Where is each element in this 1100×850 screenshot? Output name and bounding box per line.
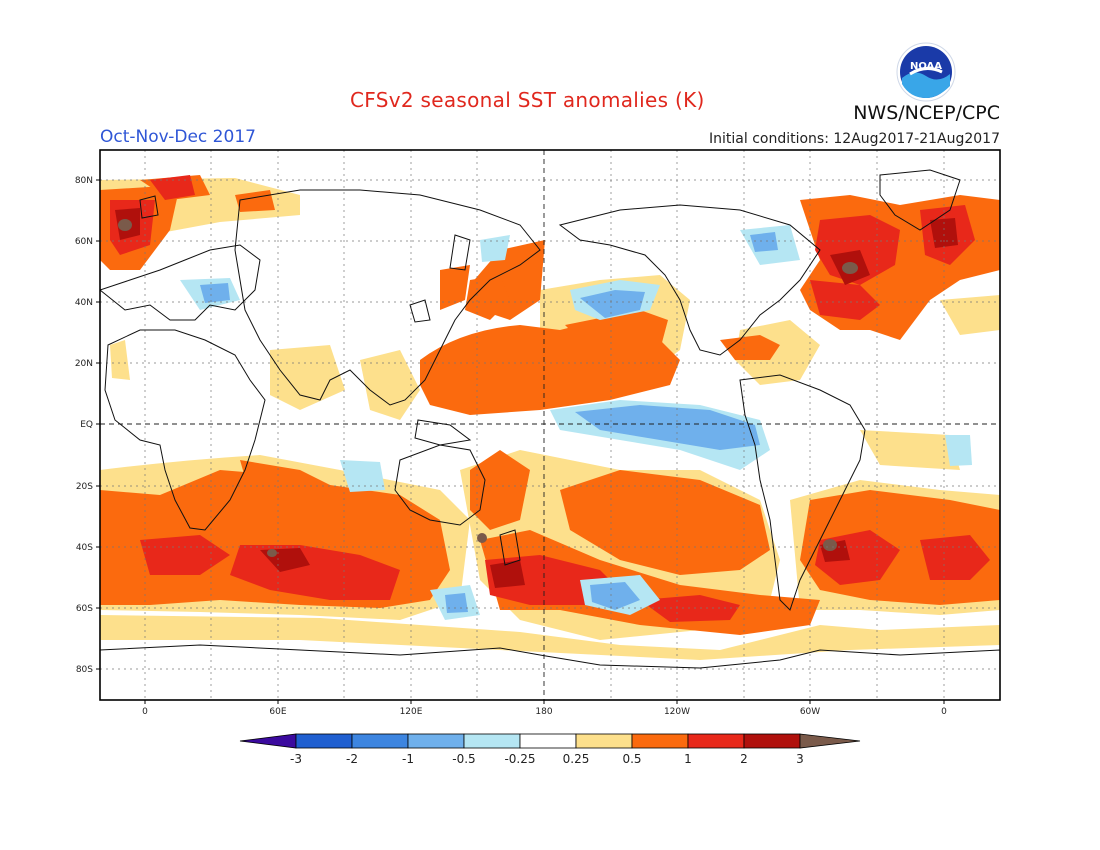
map-field xyxy=(100,150,1000,700)
map-title: CFSv2 seasonal SST anomalies (K) xyxy=(350,88,705,112)
agency-label: NWS/NCEP/CPC xyxy=(853,102,1000,124)
noaa-logo-text: NOAA xyxy=(910,61,942,72)
longitude-ticks xyxy=(144,700,945,704)
lon-label: 0 xyxy=(142,707,148,717)
lat-label: 40N xyxy=(75,298,93,308)
colorbar-label: 2 xyxy=(740,752,748,766)
colorbar-bin xyxy=(519,733,577,749)
equator-dateline xyxy=(100,150,1000,700)
colorbar-bin xyxy=(407,733,465,749)
lon-label: 60W xyxy=(800,707,820,717)
anomaly-neg-0.5-1 xyxy=(200,232,778,613)
colorbar-label: -3 xyxy=(290,752,302,766)
latitude-ticks xyxy=(96,179,100,670)
lon-label: 0 xyxy=(941,707,947,717)
colorbar-label: 1 xyxy=(684,752,692,766)
initial-conditions-label: Initial conditions: 12Aug2017-21Aug2017 xyxy=(709,131,1000,147)
colorbar-label: 0.5 xyxy=(622,752,641,766)
colorbar xyxy=(239,733,861,749)
lat-label: 20N xyxy=(75,359,93,369)
colorbar-bin xyxy=(687,733,745,749)
lat-label: 80S xyxy=(76,665,93,675)
map-frame xyxy=(99,149,1001,701)
colorbar-label: -0.5 xyxy=(452,752,475,766)
colorbar-arrow-low xyxy=(239,733,297,749)
graticule xyxy=(100,150,1000,700)
lat-label: 80N xyxy=(75,176,93,186)
lat-label: 40S xyxy=(76,543,93,553)
season-label: Oct-Nov-Dec 2017 xyxy=(100,127,256,147)
colorbar-label: 0.25 xyxy=(563,752,590,766)
lon-label: 60E xyxy=(269,707,286,717)
colorbar-label: -0.25 xyxy=(504,752,535,766)
colorbar-bin xyxy=(463,733,521,749)
lat-label: EQ xyxy=(80,420,93,430)
colorbar-label: -1 xyxy=(402,752,414,766)
lat-label: 60N xyxy=(75,237,93,247)
colorbar-label: 3 xyxy=(796,752,804,766)
lat-label: 60S xyxy=(76,604,93,614)
lat-label: 20S xyxy=(76,482,93,492)
colorbar-bin xyxy=(575,733,633,749)
lon-label: 180 xyxy=(535,707,552,717)
noaa-logo: NOAA xyxy=(896,42,956,102)
latitude-labels: 80N 60N 40N 20N EQ 20S 40S 60S 80S xyxy=(75,176,93,675)
longitude-labels: 0 60E 120E 180 120W 60W 0 xyxy=(142,707,947,717)
colorbar-label: -2 xyxy=(346,752,358,766)
colorbar-bin xyxy=(743,733,801,749)
lon-label: 120E xyxy=(400,707,423,717)
colorbar-bin xyxy=(295,733,353,749)
colorbar-bin xyxy=(351,733,409,749)
lon-label: 120W xyxy=(664,707,690,717)
anomaly-gt-3 xyxy=(118,219,858,557)
colorbar-arrow-high xyxy=(799,733,861,749)
coastlines xyxy=(100,169,1000,700)
colorbar-bin xyxy=(631,733,689,749)
colorbar-labels: -3 -2 -1 -0.5 -0.25 0.25 0.5 1 2 3 xyxy=(290,752,804,766)
